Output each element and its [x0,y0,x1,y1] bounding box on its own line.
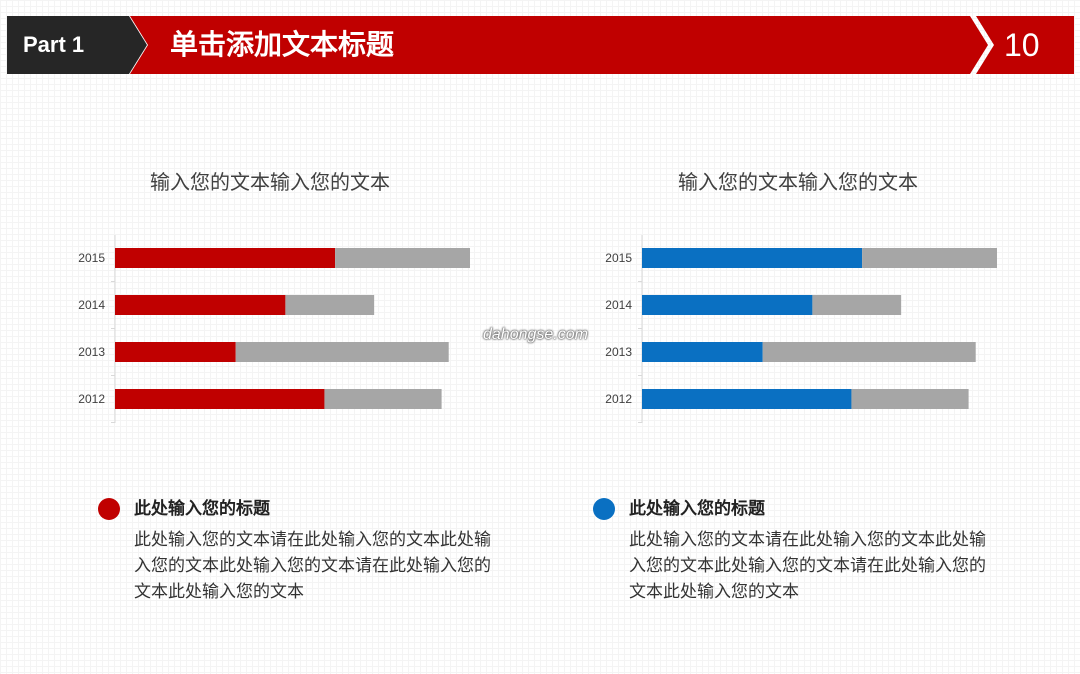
bar-value[interactable] [115,248,336,268]
tick-label: 2013 [78,345,105,359]
card-body[interactable]: 此处输入您的文本请在此处输入您的文本此处输入您的文本此处输入您的文本请在此处输入… [134,530,491,602]
card-title[interactable]: 此处输入您的标题 [134,499,270,519]
card-body[interactable]: 此处输入您的文本请在此处输入您的文本此处输入您的文本此处输入您的文本请在此处输入… [629,530,986,602]
tick-label: 2012 [605,392,632,406]
title-band: 单击添加文本标题 [130,16,988,74]
tick-label: 2015 [78,251,105,265]
tick-label: 2014 [78,298,105,312]
watermark: dahongse.com [483,326,588,343]
bar-chart-right[interactable]: 2015 2014 2013 2012 [587,235,997,425]
bar-value[interactable] [642,342,763,362]
bar-remainder[interactable] [762,342,976,362]
slide-header: Part 1 单击添加文本标题 10 [0,0,1080,80]
bar-remainder[interactable] [851,389,969,409]
bar-remainder[interactable] [812,295,902,315]
bar-remainder[interactable] [335,248,470,268]
bar-value[interactable] [115,295,286,315]
tick-label: 2014 [605,298,632,312]
bar-remainder[interactable] [324,389,442,409]
bullet-dot-red [98,498,120,520]
bar-value[interactable] [115,342,236,362]
card-title[interactable]: 此处输入您的标题 [629,499,765,519]
part-tab: Part 1 [7,16,147,74]
bullet-dot-blue [593,498,615,520]
tick-label: 2012 [78,392,105,406]
bar-value[interactable] [642,295,813,315]
bar-remainder[interactable] [285,295,375,315]
tick-label: 2013 [605,345,632,359]
bar-value[interactable] [642,389,852,409]
bar-remainder[interactable] [235,342,449,362]
slide-title[interactable]: 单击添加文本标题 [170,28,395,61]
bar-value[interactable] [642,248,863,268]
bar-value[interactable] [115,389,325,409]
tick-label: 2015 [605,251,632,265]
page-number-tab: 10 [976,16,1074,74]
page-number: 10 [1004,27,1040,63]
chart-title-right[interactable]: 输入您的文本输入您的文本 [678,170,918,194]
bar-chart-left[interactable]: 2015 2014 2013 2012 [60,235,470,425]
bar-remainder[interactable] [862,248,997,268]
part-label: Part 1 [23,32,85,57]
chart-title-left[interactable]: 输入您的文本输入您的文本 [150,170,390,194]
